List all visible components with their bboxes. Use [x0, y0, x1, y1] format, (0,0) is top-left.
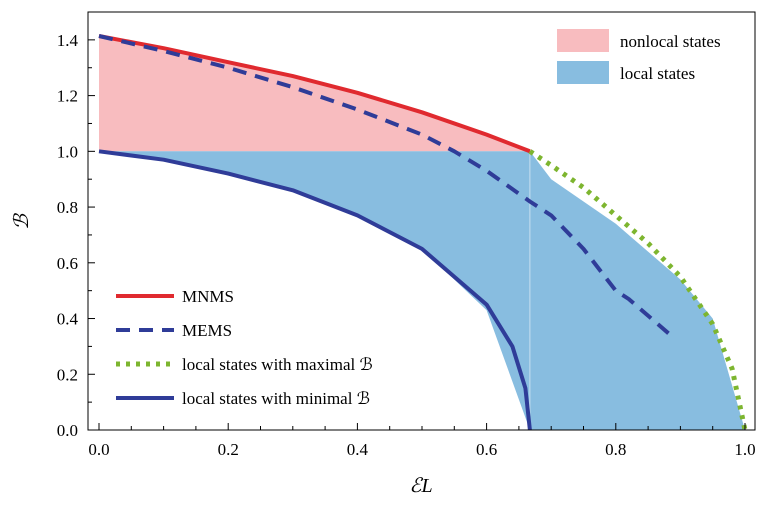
legend-label-mnms: MNMS — [182, 287, 234, 306]
legend-label-local: local states — [620, 64, 695, 83]
y-tick-label: 0.4 — [57, 310, 79, 329]
x-tick-label: 1.0 — [734, 440, 755, 459]
series-layer — [98, 34, 748, 431]
legend-top-right: nonlocal states local states — [557, 29, 721, 84]
y-tick-label: 0.0 — [57, 421, 78, 440]
series-line-min — [98, 149, 532, 431]
legend-label-min: local states with minimal ℬ — [182, 389, 370, 408]
legend-label-nonlocal: nonlocal states — [620, 32, 721, 51]
region-local — [99, 151, 745, 431]
legend-label-mems: MEMS — [182, 321, 232, 340]
series-line-mnms — [98, 34, 531, 154]
x-tick-label: 0.8 — [605, 440, 626, 459]
y-axis-label: ℬ — [11, 213, 33, 230]
y-tick-label: 1.2 — [57, 87, 78, 106]
y-tick-label: 0.2 — [57, 365, 78, 384]
x-tick-label: 0.6 — [476, 440, 497, 459]
x-tick-label: 0.0 — [88, 440, 109, 459]
regions-layer — [99, 36, 745, 431]
legend-swatch-local — [557, 61, 609, 84]
series-line-mems — [98, 34, 676, 340]
ticks-layer: 0.0 0.2 0.4 0.6 0.8 1.0 0.0 0.2 0.4 0.6 0.8 1.0 1.2 1… — [57, 31, 756, 459]
region-nonlocal — [99, 36, 530, 152]
legend-swatch-nonlocal — [557, 29, 609, 52]
y-tick-label: 1.0 — [57, 142, 78, 161]
y-tick-label: 1.4 — [57, 31, 79, 50]
legend-label-max: local states with maximal ℬ — [182, 355, 373, 374]
y-tick-label: 0.8 — [57, 198, 78, 217]
x-tick-label: 0.4 — [347, 440, 369, 459]
series-line-max — [528, 149, 748, 431]
x-axis-label: ℰL — [409, 475, 432, 497]
y-tick-label: 0.6 — [57, 254, 78, 273]
legend-bottom-left: MNMS MEMS local states with maximal ℬ lo… — [116, 287, 373, 408]
x-tick-label: 0.2 — [218, 440, 239, 459]
